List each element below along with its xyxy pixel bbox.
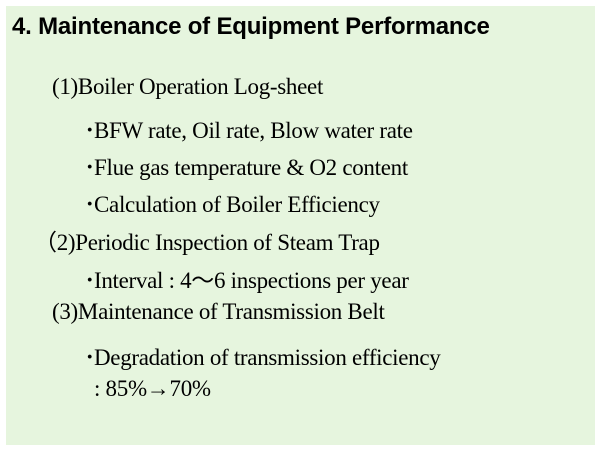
bullet-marker: ･ (84, 192, 96, 217)
bullet-item: ･BFW rate, Oil rate, Blow water rate (84, 111, 413, 145)
bullet-item: ･Calculation of Boiler Efficiency (84, 185, 380, 219)
bullet-marker: ･ (84, 155, 96, 180)
section-heading-steam-trap: （2)Periodic Inspection of Steam Trap (34, 230, 380, 255)
section-heading-boiler-log: (1)Boiler Operation Log-sheet (52, 74, 324, 99)
bullet-marker: ･ (84, 345, 96, 370)
bullet-text: BFW rate, Oil rate, Blow water rate (94, 118, 413, 143)
bullet-text: Flue gas temperature & O2 content (94, 155, 408, 180)
bullet-marker: ･ (84, 118, 96, 143)
bullet-item: ･Flue gas temperature & O2 content (84, 148, 408, 182)
bullet-text: Calculation of Boiler Efficiency (94, 192, 380, 217)
bullet-item: ･Interval : 4～6 inspections per year (84, 261, 409, 295)
bullet-item: ･Degradation of transmission efficiency (84, 338, 441, 372)
bullet-text: Interval : 4～6 inspections per year (94, 268, 409, 293)
bullet-text: Degradation of transmission efficiency (94, 345, 441, 370)
content-panel (6, 6, 595, 445)
bullet-continuation-text: : 85%→70% (94, 376, 211, 401)
slide-title: 4. Maintenance of Equipment Performance (12, 13, 490, 40)
bullet-marker: ･ (84, 268, 96, 293)
section-heading-transmission-belt: (3)Maintenance of Transmission Belt (52, 299, 385, 324)
